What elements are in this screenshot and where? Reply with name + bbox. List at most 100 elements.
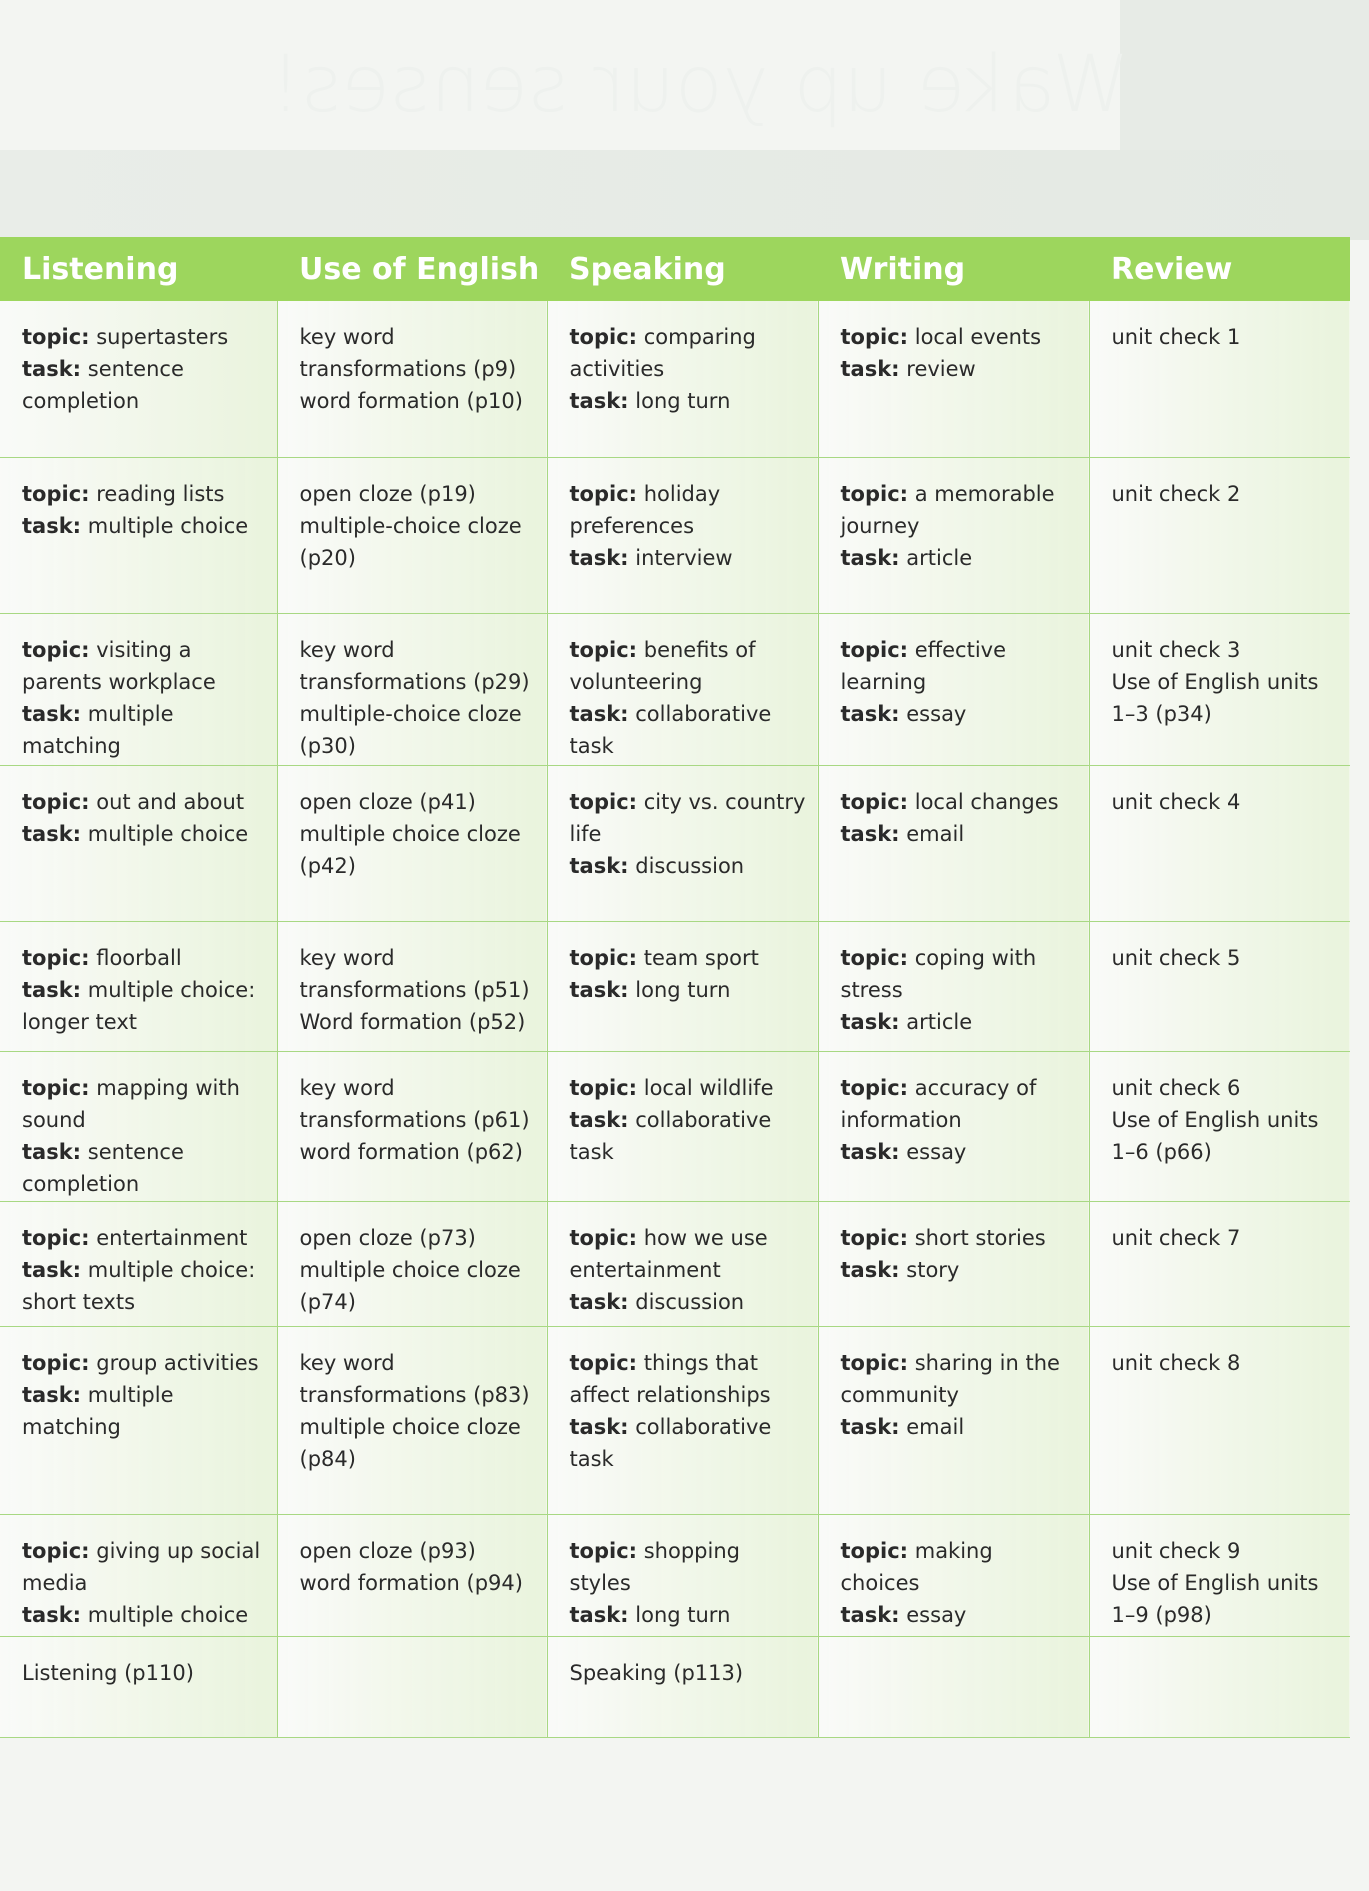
- cell-use-of-english: open cloze (p93) word formation (p94): [277, 1514, 548, 1637]
- topic-value: short stories: [914, 1225, 1046, 1250]
- task-line: task: essay: [841, 698, 1077, 730]
- task-label: task:: [22, 977, 82, 1002]
- topic-label: topic:: [22, 789, 90, 814]
- task-label: task:: [569, 389, 629, 413]
- task-label: task:: [569, 1602, 629, 1627]
- task-value: essay: [906, 701, 967, 726]
- task-line: task: essay: [841, 1136, 1077, 1168]
- cell-use-of-english: key word transformations (p51) Word forma…: [277, 921, 548, 1052]
- cell-speaking: topic: how we use entertainment task: dis…: [547, 1201, 819, 1327]
- task-line: task: collaborative task: [570, 698, 806, 762]
- task-line: task: multiple choice: short texts: [22, 1254, 265, 1318]
- cell-line: open cloze (p19): [299, 481, 476, 506]
- cell-listening: topic: supertasters task: sentence comple…: [0, 301, 278, 458]
- task-line: task: multiple choice: [22, 510, 265, 542]
- topic-line: topic: benefits of volunteering: [570, 634, 806, 698]
- cell-listening: topic: mapping with sound task: sentence …: [0, 1051, 278, 1202]
- task-value: email: [906, 1414, 965, 1439]
- table-row: topic: entertainment task: multiple choic…: [0, 1201, 1350, 1327]
- topic-label: topic:: [22, 945, 90, 970]
- topic-line: topic: visiting a parents workplace: [22, 634, 265, 698]
- background-title-showthrough: Wake up your senses!: [270, 40, 1128, 130]
- task-line: task: essay: [841, 1599, 1077, 1631]
- cell-review: unit check 2: [1089, 457, 1350, 614]
- table-row: topic: floorball task: multiple choice: l…: [0, 921, 1350, 1052]
- cell-use-of-english: [277, 1636, 548, 1738]
- task-value: essay: [906, 1139, 967, 1164]
- cell-use-of-english: key word transformations (p29) multiple-c…: [277, 613, 548, 766]
- cell-line: unit check 5: [1111, 945, 1241, 970]
- table-row: topic: visiting a parents workplace task:…: [0, 613, 1350, 766]
- topic-label: topic:: [22, 1075, 90, 1100]
- task-label: task:: [569, 1414, 629, 1439]
- topic-line: topic: how we use entertainment: [570, 1222, 806, 1286]
- topic-label: topic:: [22, 325, 90, 349]
- cell-line: open cloze (p41): [299, 789, 476, 814]
- topic-label: topic:: [22, 1350, 90, 1375]
- task-label: task:: [840, 1009, 900, 1034]
- topic-value: comparing activities: [569, 325, 756, 381]
- cell-line: word formation (p94): [299, 1570, 523, 1595]
- topic-line: topic: a memorable journey: [841, 478, 1077, 542]
- topic-value: accuracy of information: [840, 1075, 1037, 1132]
- cell-speaking: topic: benefits of volunteering task: col…: [547, 613, 819, 766]
- topic-label: topic:: [569, 945, 638, 970]
- topic-label: topic:: [840, 789, 909, 814]
- topic-label: topic:: [840, 325, 909, 349]
- cell-line: unit check 1: [1111, 325, 1241, 349]
- cell-line: word formation (p10): [299, 389, 523, 413]
- cell-listening: Listening (p110): [0, 1636, 278, 1738]
- topic-label: topic:: [22, 1225, 90, 1250]
- task-value: long turn: [635, 389, 731, 413]
- cell-review: unit check 9 Use of English units 1–9 (p9…: [1089, 1514, 1350, 1637]
- cell-speaking: Speaking (p113): [547, 1636, 819, 1738]
- task-label: task:: [569, 1107, 629, 1132]
- task-line: task: long turn: [570, 1599, 806, 1631]
- cell-line: key word transformations (p9): [299, 325, 517, 381]
- table-row: topic: mapping with sound task: sentence …: [0, 1051, 1350, 1202]
- task-line: task: sentence completion: [22, 353, 265, 417]
- topic-label: topic:: [840, 1538, 909, 1563]
- cell-line: key word transformations (p61): [299, 1075, 530, 1132]
- contents-table: Listening Use of English Speaking Writin…: [0, 237, 1350, 1738]
- task-line: task: review: [841, 353, 1077, 385]
- cell-use-of-english: key word transformations (p61) word forma…: [277, 1051, 548, 1202]
- topic-value: a memorable journey: [840, 481, 1055, 538]
- topic-value: shopping styles: [569, 1538, 740, 1595]
- task-value: discussion: [635, 853, 745, 878]
- cell-line: key word transformations (p83): [299, 1350, 530, 1407]
- table-row: Listening (p110) Speaking (p113): [0, 1636, 1350, 1738]
- task-label: task:: [22, 513, 82, 538]
- task-value: multiple choice: [87, 1602, 249, 1627]
- cell-writing: topic: making choices task: essay: [818, 1514, 1090, 1637]
- table-row: topic: group activities task: multiple ma…: [0, 1326, 1350, 1515]
- topic-line: topic: group activities: [22, 1347, 265, 1379]
- cell-use-of-english: key word transformations (p83) multiple c…: [277, 1326, 548, 1515]
- topic-value: giving up social media: [22, 1538, 261, 1595]
- task-line: task: discussion: [570, 850, 806, 882]
- topic-value: making choices: [840, 1538, 993, 1595]
- cell-writing: topic: local changes task: email: [818, 765, 1090, 922]
- cell-speaking: topic: holiday preferences task: intervie…: [547, 457, 819, 614]
- cell-listening: topic: floorball task: multiple choice: l…: [0, 921, 278, 1052]
- cell-review: unit check 8: [1089, 1326, 1350, 1515]
- topic-value: floorball: [96, 945, 182, 970]
- header-review: Review: [1089, 237, 1350, 301]
- cell-speaking: topic: shopping styles task: long turn: [547, 1514, 819, 1637]
- topic-label: topic:: [569, 325, 638, 349]
- topic-label: topic:: [569, 1075, 638, 1100]
- topic-value: effective learning: [840, 637, 1007, 694]
- task-label: task:: [22, 1602, 82, 1627]
- cell-use-of-english: open cloze (p73) multiple choice cloze (p…: [277, 1201, 548, 1327]
- cell-review: unit check 4: [1089, 765, 1350, 922]
- cell-line: word formation (p62): [299, 1139, 523, 1164]
- cell-line: Use of English units 1–3 (p34): [1111, 669, 1319, 726]
- table-row: topic: supertasters task: sentence comple…: [0, 301, 1350, 458]
- task-value: multiple matching: [22, 1382, 174, 1439]
- cell-listening: topic: giving up social media task: multi…: [0, 1514, 278, 1637]
- topic-value: supertasters: [96, 325, 229, 349]
- topic-line: topic: holiday preferences: [570, 478, 806, 542]
- cell-use-of-english: open cloze (p41) multiple choice cloze (p…: [277, 765, 548, 922]
- topic-value: reading lists: [96, 481, 225, 506]
- topic-value: things that affect relationships: [569, 1350, 771, 1407]
